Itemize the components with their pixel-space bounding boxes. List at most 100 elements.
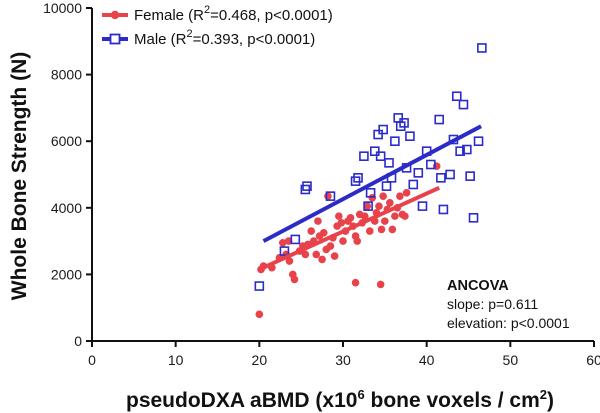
x-axis-title: pseudoDXA aBMD (x106 bone voxels / cm2): [126, 387, 554, 412]
female-point: [386, 199, 394, 207]
ancova-slope: slope: p=0.611: [447, 296, 538, 312]
x-tick-label: 60: [586, 352, 600, 368]
female-point: [324, 192, 332, 200]
y-axis-title: Whole Bone Strength (N): [8, 52, 31, 300]
y-tick-label: 6000: [51, 133, 82, 149]
female-point: [379, 192, 387, 200]
female-point: [396, 192, 404, 200]
male-point: [359, 151, 369, 161]
x-tick-label: 0: [88, 352, 96, 368]
legend-female-label: Female (R2=0.468, p<0.0001): [134, 4, 333, 24]
legend: Female (R2=0.468, p<0.0001) Male (R2=0.3…: [102, 4, 333, 48]
male-point: [363, 201, 373, 211]
legend-male-label: Male (R2=0.393, p<0.0001): [134, 28, 315, 48]
female-point: [388, 225, 397, 234]
male-point: [325, 191, 336, 201]
female-point: [307, 227, 316, 235]
male-point: [365, 188, 376, 198]
regression-lines: [258, 124, 482, 272]
x-tick-label: 40: [419, 352, 435, 368]
y-tick-label: 4000: [51, 200, 82, 216]
legend-item-male: Male (R2=0.393, p<0.0001): [102, 28, 315, 48]
male-point: [438, 204, 449, 215]
male-point: [302, 181, 312, 191]
female-point: [346, 213, 355, 222]
female-point: [365, 227, 374, 235]
female-point: [381, 217, 389, 225]
male-point: [399, 118, 409, 128]
female-points: [255, 162, 441, 319]
female-point: [319, 228, 328, 237]
male-point: [434, 114, 445, 125]
female-point: [377, 225, 386, 234]
x-tick-label: 20: [252, 352, 268, 368]
female-point: [255, 310, 264, 319]
male-point: [473, 136, 484, 146]
male-point: [417, 201, 428, 211]
x-tick-label: 10: [168, 352, 184, 368]
y-tick-label: 8000: [51, 67, 82, 83]
male-point: [465, 171, 475, 181]
y-tick-label: 2000: [51, 266, 82, 282]
male-point: [458, 99, 469, 110]
male-point: [445, 169, 455, 180]
male-point: [405, 131, 415, 142]
male-point: [378, 124, 388, 135]
male-point: [455, 146, 465, 156]
female-point: [312, 250, 321, 259]
ancova-title: ANCOVA: [447, 278, 509, 294]
female-point: [285, 257, 294, 265]
male-point: [279, 246, 290, 256]
legend-male-marker: [109, 33, 121, 45]
female-point: [376, 280, 385, 289]
female-point: [335, 212, 343, 220]
y-tick-label: 10000: [43, 0, 82, 16]
female-fit-line: [258, 185, 441, 272]
female-point: [402, 189, 411, 197]
axes: [91, 8, 594, 342]
male-point: [375, 151, 386, 161]
ancova-elevation: elevation: p<0.0001: [447, 315, 570, 331]
male-point: [373, 129, 383, 140]
female-point: [337, 218, 346, 227]
male-fit-line: [262, 124, 482, 243]
male-points: [254, 43, 487, 291]
male-point: [290, 234, 301, 245]
male-point: [413, 168, 424, 178]
male-point: [426, 159, 436, 170]
female-point: [360, 212, 369, 220]
female-point: [301, 250, 310, 259]
male-point: [254, 281, 265, 291]
male-point: [369, 146, 380, 156]
female-point: [339, 237, 347, 245]
male-point: [462, 144, 472, 155]
male-point: [390, 136, 400, 146]
x-tick-label: 50: [503, 352, 519, 368]
male-point: [451, 91, 462, 102]
female-point: [391, 212, 399, 220]
male-point: [381, 181, 392, 191]
x-ticks: 0 10 20 30 40 50 60: [88, 341, 600, 368]
female-point: [314, 217, 322, 225]
female-point: [278, 238, 287, 247]
male-point: [384, 158, 394, 168]
x-tick-label: 30: [335, 352, 351, 368]
male-point: [353, 173, 363, 183]
female-point: [363, 202, 372, 210]
female-point: [318, 255, 326, 264]
legend-item-female: Female (R2=0.468, p<0.0001): [102, 4, 333, 24]
female-point: [326, 242, 335, 250]
female-point: [401, 212, 409, 220]
female-point: [330, 252, 339, 260]
male-point: [408, 179, 419, 190]
y-tick-label: 0: [74, 333, 82, 349]
y-ticks: 0 2000 4000 6000 8000 10000: [43, 0, 92, 349]
male-point: [393, 113, 404, 123]
ancova-annotation: ANCOVA slope: p=0.611 elevation: p<0.000…: [447, 278, 570, 331]
female-point: [351, 278, 360, 287]
legend-female-marker: [110, 10, 120, 20]
male-point: [436, 173, 446, 183]
male-point: [477, 43, 487, 53]
male-point: [468, 212, 479, 223]
